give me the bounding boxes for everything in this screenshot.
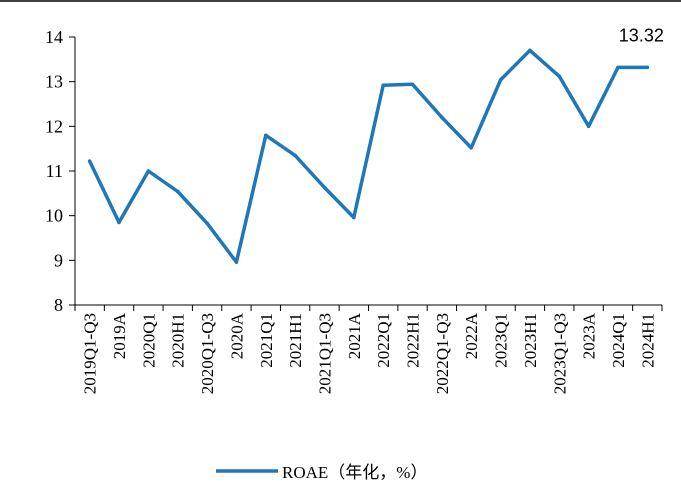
y-tick-label: 11: [46, 161, 63, 181]
x-tick-label: 2021Q1: [257, 313, 276, 368]
data-point: [205, 221, 209, 226]
data-point: [410, 82, 415, 87]
x-tick-label: 2022H1: [404, 313, 423, 368]
data-point: [586, 124, 591, 129]
x-tick-label: 2023Q1: [492, 313, 511, 368]
y-axis-ticks: 8 9 10 11 12 13 14: [45, 27, 75, 315]
data-point: [234, 260, 239, 264]
data-point: [440, 115, 444, 120]
y-tick-label: 13: [45, 72, 63, 92]
data-point: [616, 65, 620, 70]
data-points: [87, 48, 650, 264]
y-tick-label: 12: [45, 116, 63, 136]
x-tick-label: 2019Q1-Q3: [81, 313, 100, 394]
x-tick-label: 2020A: [227, 312, 246, 359]
data-point: [381, 83, 385, 88]
x-tick-label: 2019A: [110, 312, 129, 359]
legend: ROAE（年化，%）: [216, 463, 427, 482]
data-label-latest: 13.32: [619, 25, 664, 45]
x-tick-label: 2020Q1: [139, 313, 158, 368]
x-tick-label: 2021H1: [286, 313, 305, 368]
data-point: [498, 78, 503, 82]
data-point: [293, 153, 297, 158]
data-point: [263, 133, 268, 138]
data-point: [352, 215, 356, 220]
series-line-roae: [87, 48, 650, 264]
data-point: [528, 48, 532, 53]
data-point: [469, 145, 474, 150]
x-tick-label: 2021A: [345, 312, 364, 359]
data-point: [175, 189, 180, 194]
data-point: [87, 159, 92, 163]
x-tick-label: 2020H1: [169, 313, 188, 368]
x-axis-ticks: 2019Q1-Q3 2019A 2020Q1 2020H1 2020Q1-Q3 2020A…: [74, 305, 663, 394]
x-tick-label: 2022Q1-Q3: [433, 313, 452, 394]
x-tick-label: 2023A: [580, 312, 599, 359]
y-tick-label: 10: [45, 206, 63, 226]
y-tick-label: 8: [54, 295, 63, 315]
data-point: [117, 220, 121, 225]
data-point: [146, 169, 151, 173]
data-point: [645, 65, 650, 70]
x-tick-label: 2021Q1-Q3: [315, 313, 334, 394]
x-tick-label: 2023H1: [521, 313, 540, 368]
x-tick-label: 2024H1: [638, 313, 657, 368]
data-point: [557, 74, 562, 79]
data-point: [322, 185, 327, 190]
x-tick-label: 2020Q1-Q3: [198, 313, 217, 394]
y-tick-label: 9: [54, 250, 63, 270]
y-tick-label: 14: [45, 27, 63, 47]
x-tick-label: 2024Q1: [609, 313, 628, 368]
axes: [74, 37, 662, 306]
legend-label: ROAE（年化，%）: [282, 463, 427, 482]
x-tick-label: 2023Q1-Q3: [550, 313, 569, 394]
x-tick-label: 2022Q1: [374, 313, 393, 368]
x-tick-label: 2022A: [462, 312, 481, 359]
